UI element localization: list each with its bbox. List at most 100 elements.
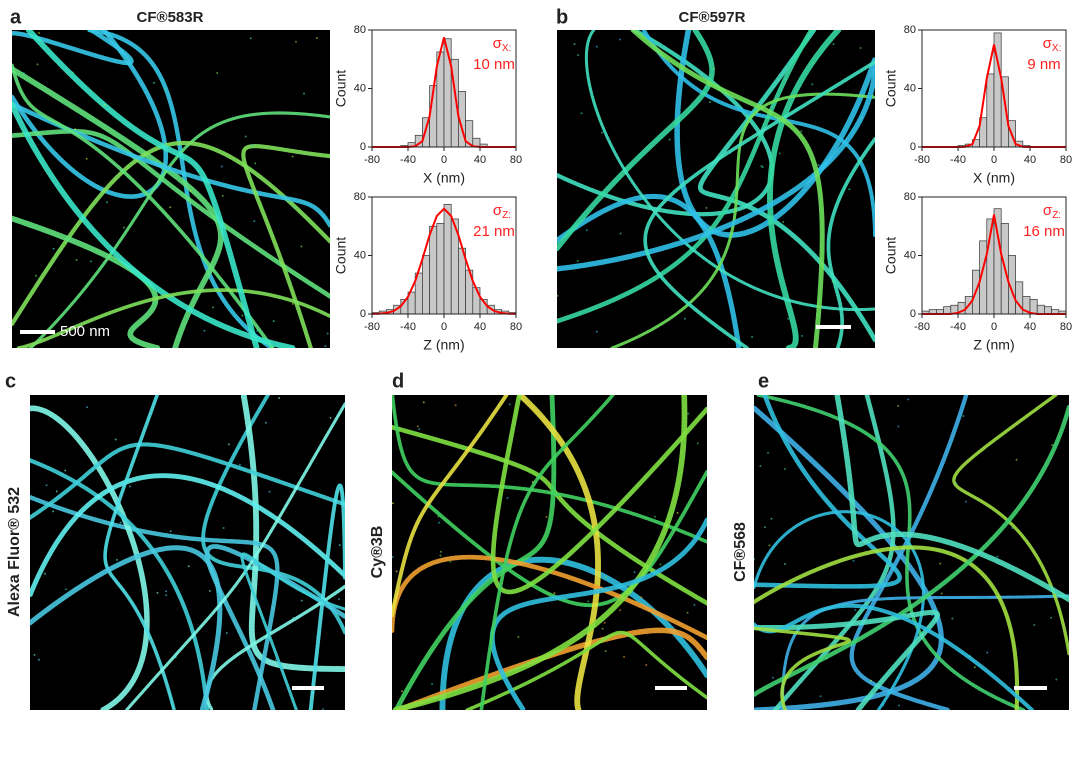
speck (33, 653, 36, 656)
speck (265, 421, 268, 424)
bar (943, 306, 952, 315)
y-tick-label: 0 (360, 141, 366, 153)
y-tick-label: 80 (904, 24, 916, 36)
bar (436, 222, 445, 315)
speck (778, 152, 781, 155)
bar (443, 203, 452, 315)
filament (834, 395, 1069, 603)
speck (1011, 526, 1014, 529)
speck (212, 306, 215, 309)
speck (811, 62, 814, 65)
speck (939, 562, 942, 565)
speck (640, 596, 643, 599)
panel-title: CF®583R (137, 9, 204, 26)
speck (400, 575, 403, 578)
speck (831, 280, 834, 283)
speck (683, 317, 686, 320)
speck (329, 416, 332, 419)
filament (12, 101, 330, 228)
speck (251, 144, 254, 147)
speck (573, 43, 576, 46)
filament (12, 63, 275, 348)
speck (882, 704, 885, 707)
filament (489, 517, 707, 710)
speck (713, 67, 716, 70)
filament (12, 30, 168, 199)
sigma-value: 16 nm (1023, 223, 1065, 240)
speck (103, 103, 106, 106)
sigma-subscript: X: (502, 43, 511, 54)
speck (227, 443, 230, 446)
x-tick-label: 80 (510, 321, 522, 333)
speck (787, 317, 790, 320)
speck (817, 164, 820, 167)
speck (64, 469, 67, 472)
speck (91, 470, 94, 473)
side-label: Alexa Fluor® 532 (6, 487, 23, 617)
y-tick-label: 40 (354, 82, 366, 94)
panel-title: CF®597R (679, 9, 746, 26)
speck (951, 617, 954, 620)
speck (855, 305, 858, 308)
speck (338, 544, 341, 547)
speck (940, 592, 943, 595)
x-tick-label: 0 (991, 321, 997, 333)
x-tick-label: 80 (510, 154, 522, 166)
image (30, 395, 345, 710)
y-tick-label: 40 (904, 82, 916, 94)
x-axis-label: Z (nm) (973, 337, 1014, 353)
speck (221, 194, 224, 197)
panel-letter: b (556, 6, 568, 28)
filament (30, 458, 210, 710)
speck (783, 563, 786, 566)
x-tick-label: 0 (441, 154, 447, 166)
speck (300, 245, 303, 248)
speck (768, 544, 771, 547)
speck (595, 330, 598, 333)
x-tick-label: 40 (474, 154, 486, 166)
sigma-label: σX: (1043, 35, 1062, 54)
speck (268, 490, 271, 493)
speck (852, 559, 855, 562)
filament (12, 101, 296, 348)
speck (116, 558, 119, 561)
x-tick-label: 0 (441, 321, 447, 333)
speck (595, 45, 598, 48)
speck (601, 627, 604, 630)
speck (437, 521, 440, 524)
filament (392, 554, 707, 641)
sigma-value: 10 nm (473, 56, 515, 73)
y-axis-label: Count (333, 237, 349, 274)
speck (545, 515, 548, 518)
speck (645, 664, 648, 667)
filament (392, 395, 688, 710)
speck (754, 558, 756, 561)
speck (676, 511, 679, 514)
speck (293, 206, 296, 209)
speck (870, 679, 873, 682)
speck (164, 88, 167, 91)
filament (392, 395, 707, 544)
filament (465, 630, 707, 710)
speck (338, 598, 341, 601)
x-tick-label: 40 (1024, 154, 1036, 166)
speck (114, 438, 117, 441)
speck (449, 560, 452, 563)
filament (952, 395, 1069, 656)
image (754, 395, 1069, 710)
speck (506, 496, 509, 499)
filament (30, 405, 150, 710)
speck (241, 314, 244, 317)
speck (208, 590, 211, 593)
speck (603, 621, 606, 624)
speck (931, 614, 934, 617)
speck (311, 691, 314, 694)
speck (557, 294, 559, 297)
speck (238, 463, 241, 466)
speck (256, 329, 259, 332)
filament (30, 442, 345, 520)
speck (653, 515, 656, 518)
speck (244, 135, 247, 138)
speck (693, 603, 696, 606)
